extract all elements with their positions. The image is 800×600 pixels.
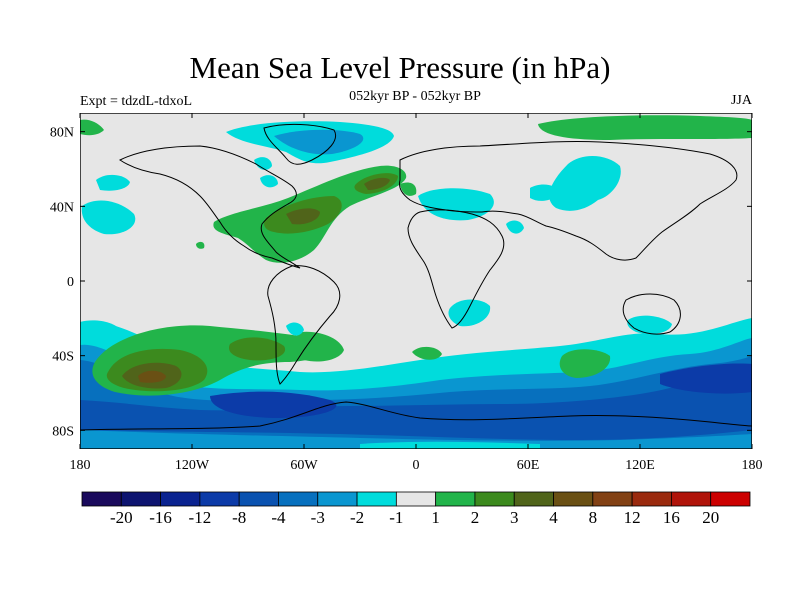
antarctic-cyan-strip bbox=[360, 441, 540, 449]
west-africa-green bbox=[400, 182, 417, 196]
colorbar-label: 4 bbox=[549, 508, 558, 527]
colorbar-swatch bbox=[553, 491, 594, 507]
south-pacific-high-core bbox=[138, 370, 166, 383]
colorbar-swatch bbox=[278, 491, 319, 507]
labrador-cyan bbox=[254, 157, 272, 170]
south-pacific-cyan-left bbox=[80, 320, 120, 343]
antarctic-cyan-fringe bbox=[80, 430, 752, 449]
north-atlantic-high-inner bbox=[286, 208, 320, 225]
y-tick-label: 0 bbox=[67, 275, 74, 290]
coastline-north-america bbox=[119, 145, 301, 269]
x-tick-label: 120E bbox=[625, 458, 655, 473]
tropical-pacific-cyan bbox=[260, 175, 278, 188]
x-tick-label: 0 bbox=[413, 458, 420, 473]
arctic-green-band bbox=[538, 115, 752, 140]
colorbar-swatch bbox=[474, 491, 515, 507]
colorbar-swatch bbox=[199, 491, 240, 507]
colorbar-label: 2 bbox=[471, 508, 480, 527]
africa-cyan bbox=[506, 220, 524, 234]
colorbar-swatch bbox=[631, 491, 672, 507]
experiment-label: Expt = tdzdL-tdxoL bbox=[80, 94, 193, 109]
australia-cyan bbox=[627, 315, 672, 334]
southern-ocean-band-deep bbox=[80, 372, 752, 440]
south-pacific-high-east bbox=[228, 337, 286, 361]
arctic-green-left bbox=[80, 119, 104, 136]
colorbar-label: 1 bbox=[431, 508, 440, 527]
colorbar-label: -12 bbox=[189, 508, 212, 527]
colorbar-label: -8 bbox=[232, 508, 246, 527]
season-label: JJA bbox=[730, 93, 752, 108]
colorbar-swatch bbox=[317, 491, 358, 507]
x-tick-label: 180 bbox=[742, 458, 763, 473]
colorbar-label: -2 bbox=[350, 508, 364, 527]
colorbar-label: -3 bbox=[311, 508, 325, 527]
colorbar-label: 3 bbox=[510, 508, 519, 527]
colorbar-label: 16 bbox=[663, 508, 680, 527]
chart-subtitle: 052kyr BP - 052kyr BP bbox=[349, 89, 481, 104]
colorbar: -20 -16 -12 -8 -4 -3 -2 -1 1 2 3 4 8 12 16 20 bbox=[81, 491, 751, 527]
colorbar-swatch bbox=[592, 491, 633, 507]
greenland-blue bbox=[274, 129, 364, 155]
y-tick-label: 40S bbox=[52, 350, 74, 365]
colorbar-label: -4 bbox=[271, 508, 286, 527]
x-tick-label: 60E bbox=[517, 458, 540, 473]
colorbar-swatch bbox=[160, 491, 201, 507]
colorbar-label: 20 bbox=[702, 508, 719, 527]
coastlines bbox=[80, 123, 752, 431]
map-plot-area bbox=[80, 113, 752, 449]
central-asia-cyan bbox=[549, 155, 621, 211]
colorbar-swatch bbox=[710, 491, 751, 507]
eurasia-cyan bbox=[530, 184, 560, 201]
colorbar-swatch bbox=[435, 491, 476, 507]
coastline-australia bbox=[622, 293, 681, 335]
south-america-cyan bbox=[286, 322, 304, 336]
coastline-eurasia bbox=[399, 140, 738, 261]
x-tick-label: 120W bbox=[175, 458, 210, 473]
colorbar-swatch bbox=[356, 491, 397, 507]
colorbar-swatch bbox=[81, 491, 122, 507]
colorbar-swatch bbox=[238, 491, 279, 507]
south-atlantic-high bbox=[294, 331, 344, 362]
colorbar-label: 8 bbox=[589, 508, 598, 527]
colorbar-swatch bbox=[513, 491, 554, 507]
coastline-south-america bbox=[267, 265, 341, 385]
east-pacific-cyan bbox=[81, 200, 136, 235]
colorbar-swatch bbox=[120, 491, 161, 507]
southern-ocean-core-2 bbox=[660, 363, 752, 394]
southern-africa-cyan bbox=[448, 299, 491, 327]
y-tick-label: 40N bbox=[50, 200, 74, 215]
y-tick-label: 80S bbox=[52, 424, 74, 439]
colorbar-label: -20 bbox=[110, 508, 133, 527]
southern-ocean-core bbox=[210, 391, 337, 418]
map-axis-ticks: 180 120W 60W 0 60E 120E 180 80N 40N 0 40S 80S bbox=[50, 113, 763, 473]
chart-title: Mean Sea Level Pressure (in hPa) bbox=[189, 50, 611, 85]
colorbar-swatch bbox=[671, 491, 712, 507]
colorbar-swatch bbox=[395, 491, 437, 507]
x-tick-label: 180 bbox=[70, 458, 91, 473]
colorbar-label: -16 bbox=[149, 508, 172, 527]
colorbar-label: -1 bbox=[389, 508, 403, 527]
colorbar-label: 12 bbox=[624, 508, 641, 527]
indian-ocean-high bbox=[559, 349, 611, 378]
south-america-green bbox=[196, 241, 205, 249]
coastline-greenland bbox=[263, 123, 336, 165]
north-pacific-cyan bbox=[96, 174, 130, 191]
x-tick-label: 60W bbox=[290, 458, 318, 473]
coastline-africa bbox=[407, 209, 505, 329]
south-atlantic-small bbox=[412, 346, 442, 360]
north-atlantic-east-inner bbox=[364, 177, 390, 190]
y-tick-label: 80N bbox=[50, 126, 74, 141]
coastline-antarctica bbox=[80, 401, 752, 431]
